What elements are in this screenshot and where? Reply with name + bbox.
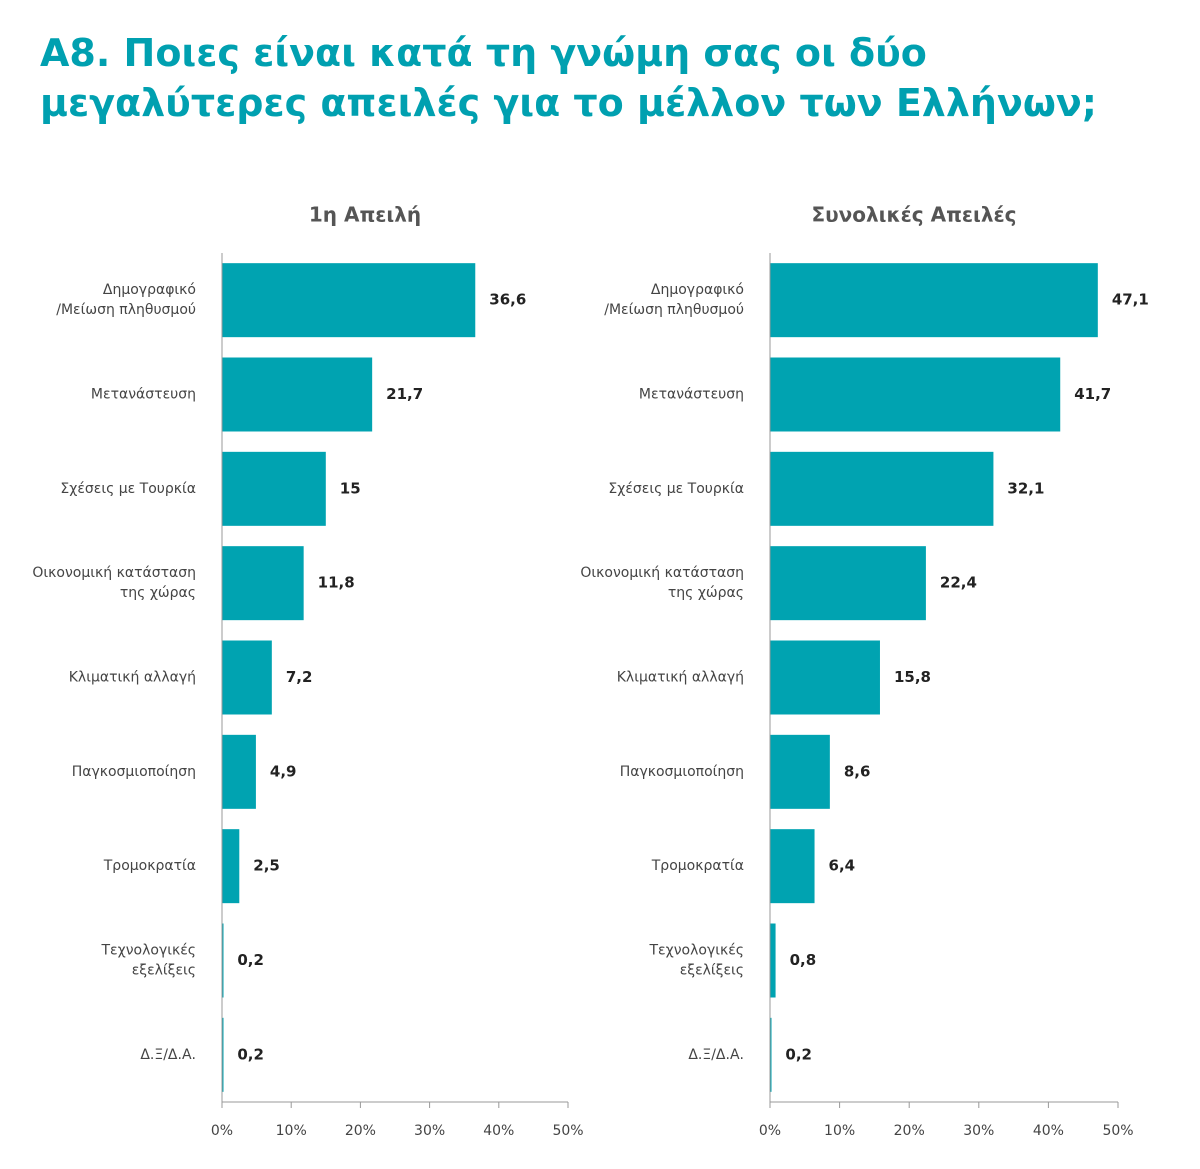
- bar: [222, 734, 256, 809]
- page-title: Α8. Ποιες είναι κατά τη γνώμη σας οι δύο…: [40, 31, 1097, 125]
- value-label: 36,6: [489, 291, 526, 309]
- bar: [222, 1017, 224, 1092]
- value-label: 15,8: [894, 668, 931, 686]
- value-label: 21,7: [386, 385, 423, 403]
- category-label: Κλιματική αλλαγή: [69, 670, 196, 686]
- bar: [770, 357, 1061, 432]
- bar: [222, 451, 326, 526]
- category-label: Παγκοσμιοποίηση: [620, 764, 744, 780]
- category-label: Δημογραφικό/Μείωση πληθυσμού: [56, 282, 196, 318]
- value-label: 8,6: [844, 762, 871, 780]
- x-tick-label: 0%: [759, 1123, 781, 1139]
- bar: [222, 357, 373, 432]
- bar: [222, 263, 476, 338]
- value-label: 0,2: [237, 1045, 264, 1063]
- value-label: 0,2: [237, 951, 264, 969]
- bar: [770, 734, 830, 809]
- bar: [770, 829, 815, 904]
- x-tick-label: 50%: [552, 1123, 583, 1139]
- category-label: Παγκοσμιοποίηση: [72, 764, 196, 780]
- x-tick-label: 10%: [276, 1123, 307, 1139]
- bar: [222, 640, 272, 715]
- bar: [770, 546, 926, 621]
- category-label: Κλιματική αλλαγή: [617, 670, 744, 686]
- value-label: 6,4: [829, 857, 856, 875]
- category-label: Οικονομική κατάσταση της χώρας: [32, 565, 196, 601]
- category-label: Οικονομική κατάσταση της χώρας: [580, 565, 744, 601]
- bar: [770, 923, 776, 998]
- x-tick-label: 40%: [483, 1123, 514, 1139]
- x-tick-label: 20%: [345, 1123, 376, 1139]
- value-label: 22,4: [940, 574, 977, 592]
- value-label: 7,2: [286, 668, 313, 686]
- bar: [222, 546, 304, 621]
- category-label: Δ.Ξ/Δ.Α.: [688, 1047, 744, 1063]
- x-tick-label: 20%: [894, 1123, 925, 1139]
- category-label: Τεχνολογικές εξελίξεις: [101, 943, 197, 979]
- bar: [222, 829, 240, 904]
- value-label: 15: [340, 479, 361, 497]
- category-label: Τρομοκρατία: [103, 858, 196, 874]
- value-label: 32,1: [1007, 479, 1044, 497]
- category-label: Σχέσεις με Τουρκία: [608, 481, 744, 497]
- value-label: 11,8: [318, 574, 355, 592]
- value-label: 0,8: [790, 951, 817, 969]
- category-label: Μετανάστευση: [91, 387, 196, 403]
- category-label: Τρομοκρατία: [651, 858, 744, 874]
- category-label: Σχέσεις με Τουρκία: [60, 481, 196, 497]
- value-label: 41,7: [1074, 385, 1111, 403]
- x-tick-label: 0%: [211, 1123, 233, 1139]
- chart-subtitle: 1η Απειλή: [309, 203, 421, 227]
- category-label: Μετανάστευση: [639, 387, 744, 403]
- x-tick-label: 30%: [414, 1123, 445, 1139]
- value-label: 4,9: [270, 762, 297, 780]
- bar: [770, 263, 1098, 338]
- value-label: 2,5: [253, 857, 280, 875]
- x-tick-label: 40%: [1033, 1123, 1064, 1139]
- bar: [770, 640, 880, 715]
- chart-subtitle: Συνολικές Απειλές: [811, 203, 1016, 227]
- bar: [770, 451, 994, 526]
- bar: [770, 1017, 772, 1092]
- value-label: 0,2: [785, 1045, 812, 1063]
- category-label: Τεχνολογικές εξελίξεις: [649, 943, 745, 979]
- category-label: Δ.Ξ/Δ.Α.: [140, 1047, 196, 1063]
- x-tick-label: 10%: [824, 1123, 855, 1139]
- category-label: Δημογραφικό/Μείωση πληθυσμού: [604, 282, 744, 318]
- value-label: 47,1: [1112, 291, 1149, 309]
- x-tick-label: 30%: [963, 1123, 994, 1139]
- x-tick-label: 50%: [1102, 1123, 1133, 1139]
- bar: [222, 923, 224, 998]
